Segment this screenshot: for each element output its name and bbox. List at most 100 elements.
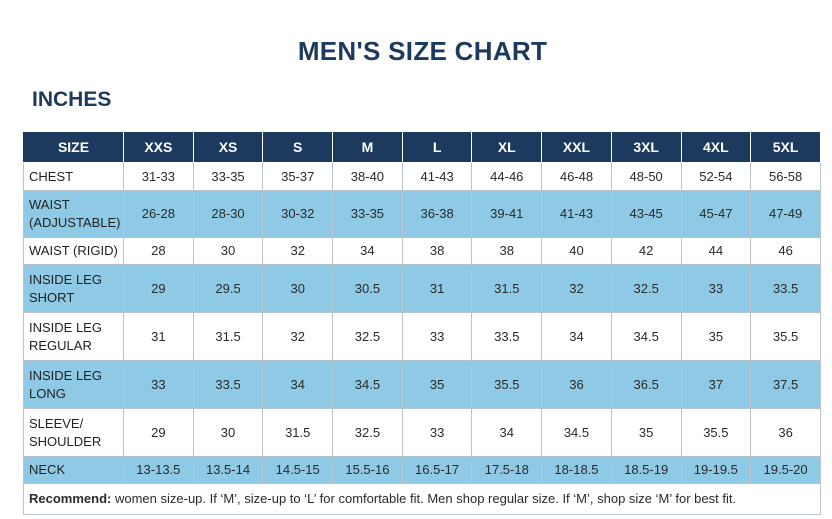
table-cell: 48-50 [610, 162, 682, 191]
units-heading: INCHES [32, 88, 112, 111]
table-cell: 35 [680, 312, 752, 361]
table-cell: 35.5 [471, 360, 543, 409]
row-label-line: LONG [29, 385, 66, 401]
table-cell: 37 [680, 360, 752, 409]
table-cell: 28 [123, 237, 194, 265]
row-label-line: SHORT [29, 289, 75, 305]
table-cell: 31-33 [123, 162, 194, 191]
row-label-line: INSIDE LEG [29, 367, 102, 383]
recommendation-label: Recommend: [29, 491, 112, 506]
table-cell: 52-54 [680, 162, 752, 191]
table-cell: 33-35 [192, 162, 264, 191]
table-cell: 33 [123, 360, 194, 409]
row-label-line: SLEEVE/ [29, 415, 84, 431]
table-cell: 19-19.5 [680, 456, 752, 484]
table-cell: 33 [401, 408, 473, 457]
table-cell: 34 [541, 312, 612, 361]
row-label: INSIDE LEG REGULAR [23, 312, 124, 361]
table-cell: 33 [680, 264, 752, 313]
table-cell: 41-43 [541, 190, 612, 238]
table-cell: 32.5 [610, 264, 682, 313]
table-cell: 33.5 [750, 264, 821, 313]
size-header-4xl: 4XL [680, 131, 752, 163]
table-cell: 43-45 [610, 190, 682, 238]
table-cell: 33.5 [471, 312, 543, 361]
table-cell: 14.5-15 [262, 456, 334, 484]
table-cell: 34.5 [332, 360, 403, 409]
table-cell: 41-43 [401, 162, 473, 191]
table-cell: 38 [471, 237, 543, 265]
size-header-xxs: XXS [123, 131, 194, 163]
size-column-header: SIZE [23, 131, 124, 163]
row-inside-leg-regular: INSIDE LEG REGULAR 31 31.5 32 32.5 33 33… [23, 312, 821, 361]
size-header-xs: XS [192, 131, 264, 163]
table-cell: 33-35 [332, 190, 403, 238]
table-cell: 29 [123, 264, 194, 313]
page-title: MEN'S SIZE CHART [297, 36, 548, 66]
row-label: WAIST (ADJUSTABLE) [23, 190, 124, 238]
table-cell: 42 [610, 237, 682, 265]
table-cell: 46 [750, 237, 821, 265]
recommendation-text: women size-up. If ‘M’, size-up to ‘L’ fo… [111, 491, 737, 506]
table-cell: 16.5-17 [401, 456, 473, 484]
table-cell: 31 [401, 264, 473, 313]
table-cell: 18.5-19 [610, 456, 682, 484]
row-label: WAIST (RIGID) [23, 237, 124, 265]
table-cell: 36-38 [401, 190, 473, 238]
row-waist-rigid: WAIST (RIGID) 28 30 32 34 38 38 40 42 44… [23, 237, 821, 265]
table-cell: 34 [471, 408, 543, 457]
size-header-m: M [332, 131, 403, 163]
table-cell: 30-32 [262, 190, 334, 238]
table-cell: 13-13.5 [123, 456, 194, 484]
row-label-line: WAIST [29, 197, 70, 212]
table-cell: 34.5 [610, 312, 682, 361]
table-cell: 35.5 [680, 408, 752, 457]
table-cell: 35 [401, 360, 473, 409]
table-cell: 29 [123, 408, 194, 457]
table-cell: 31 [123, 312, 194, 361]
table-cell: 26-28 [123, 190, 194, 238]
size-header-xxl: XXL [541, 131, 612, 163]
row-label-line: REGULAR [29, 337, 92, 353]
row-label: CHEST [23, 162, 124, 191]
table-cell: 30 [262, 264, 334, 313]
row-label: INSIDE LEG SHORT [23, 264, 124, 313]
table-cell: 33 [401, 312, 473, 361]
table-cell: 19.5-20 [750, 456, 821, 484]
table-cell: 31.5 [192, 312, 264, 361]
row-label-line: INSIDE LEG [29, 271, 102, 287]
table-cell: 38 [401, 237, 473, 265]
table-cell: 30 [192, 408, 264, 457]
table-cell: 40 [541, 237, 612, 265]
table-cell: 35 [610, 408, 682, 457]
table-cell: 34 [332, 237, 403, 265]
size-chart-table: SIZE XXS XS S M L XL XXL 3XL 4XL 5XL CHE… [23, 131, 821, 515]
row-inside-leg-long: INSIDE LEG LONG 33 33.5 34 34.5 35 35.5 … [23, 360, 821, 409]
table-cell: 31.5 [471, 264, 543, 313]
table-cell: 37.5 [750, 360, 821, 409]
table-cell: 32.5 [332, 312, 403, 361]
table-cell: 44-46 [471, 162, 543, 191]
row-inside-leg-short: INSIDE LEG SHORT 29 29.5 30 30.5 31 31.5… [23, 264, 821, 313]
table-cell: 32 [262, 312, 334, 361]
row-label: INSIDE LEG LONG [23, 360, 124, 409]
size-header-3xl: 3XL [610, 131, 682, 163]
row-chest: CHEST 31-33 33-35 35-37 38-40 41-43 44-4… [23, 162, 821, 191]
table-cell: 35.5 [750, 312, 821, 361]
row-label: SLEEVE/ SHOULDER [23, 408, 124, 457]
table-cell: 30.5 [332, 264, 403, 313]
table-cell: 34.5 [541, 408, 612, 457]
row-label-line: SHOULDER [29, 433, 102, 449]
table-cell: 38-40 [332, 162, 403, 191]
header-row: SIZE XXS XS S M L XL XXL 3XL 4XL 5XL [23, 131, 821, 163]
size-header-xl: XL [471, 131, 543, 163]
table-cell: 31.5 [262, 408, 334, 457]
recommendation-note: Recommend: women size-up. If ‘M’, size-u… [23, 483, 821, 515]
table-cell: 32 [541, 264, 612, 313]
table-cell: 36.5 [610, 360, 682, 409]
size-header-s: S [262, 131, 334, 163]
table-cell: 29.5 [192, 264, 264, 313]
recommendation-row: Recommend: women size-up. If ‘M’, size-u… [23, 483, 821, 515]
table-cell: 18-18.5 [541, 456, 612, 484]
table-cell: 36 [541, 360, 612, 409]
